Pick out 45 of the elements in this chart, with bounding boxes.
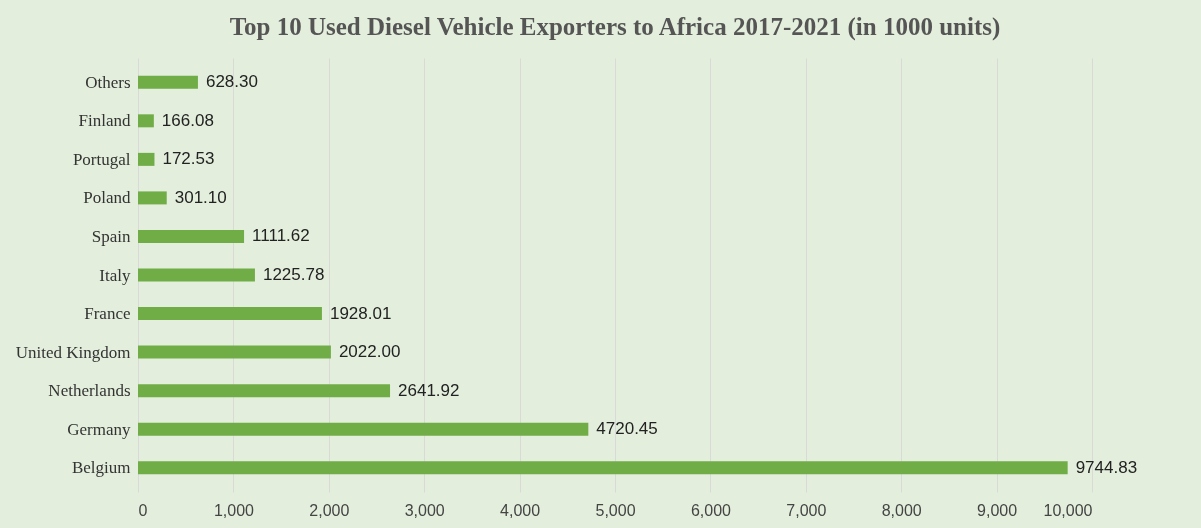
bar	[138, 191, 167, 205]
y-tick-label: Netherlands	[48, 381, 131, 401]
data-label: 1225.78	[262, 265, 325, 284]
y-tick-label: Poland	[83, 188, 131, 208]
data-label: 9744.83	[1075, 457, 1138, 477]
y-tick-label: Others	[85, 72, 131, 92]
bar	[138, 114, 154, 128]
y-tick-label: Portugal	[72, 149, 131, 169]
y-tick-label: Spain	[91, 226, 131, 246]
data-label: 1111.62	[252, 226, 310, 246]
data-label: 2641.92	[398, 380, 460, 400]
data-label: 2022.00	[338, 342, 401, 362]
x-tick-label: 10,000	[1043, 501, 1093, 519]
data-label: 4720.45	[596, 419, 658, 439]
bar	[138, 461, 1068, 475]
x-tick-label: 1,000	[213, 501, 255, 519]
bar	[138, 75, 198, 89]
x-tick-label: 2,000	[309, 501, 350, 519]
y-tick-label: Belgium	[71, 458, 131, 478]
data-label: 301.10	[174, 187, 227, 207]
y-tick-label: Finland	[78, 111, 131, 131]
y-tick-label: Germany	[67, 419, 131, 439]
data-label: 166.08	[161, 110, 214, 130]
data-label: 1928.01	[329, 303, 392, 323]
bar	[138, 345, 331, 359]
x-tick-label: 0	[138, 501, 148, 519]
bar	[138, 268, 255, 282]
x-tick-label: 6,000	[690, 501, 732, 519]
bar	[138, 307, 322, 321]
y-tick-label: Italy	[99, 265, 131, 285]
data-label: 628.30	[205, 72, 258, 92]
bar	[138, 422, 589, 436]
x-tick-label: 3,000	[404, 501, 445, 519]
x-tick-label: 8,000	[881, 501, 922, 519]
chart-title: Top 10 Used Diesel Vehicle Exporters to Africa 2017-2021 (in 1000 units)	[229, 13, 1001, 41]
data-label: 172.53	[162, 149, 215, 169]
x-tick-label: 4,000	[500, 501, 541, 519]
x-tick-label: 7,000	[786, 501, 827, 519]
bar	[138, 229, 245, 243]
x-tick-label: 9,000	[977, 501, 1018, 519]
y-tick-label: United Kingdom	[15, 342, 131, 362]
y-tick-label: France	[84, 304, 131, 324]
bar	[138, 152, 155, 166]
x-tick-label: 5,000	[595, 501, 636, 519]
bar	[138, 384, 391, 398]
